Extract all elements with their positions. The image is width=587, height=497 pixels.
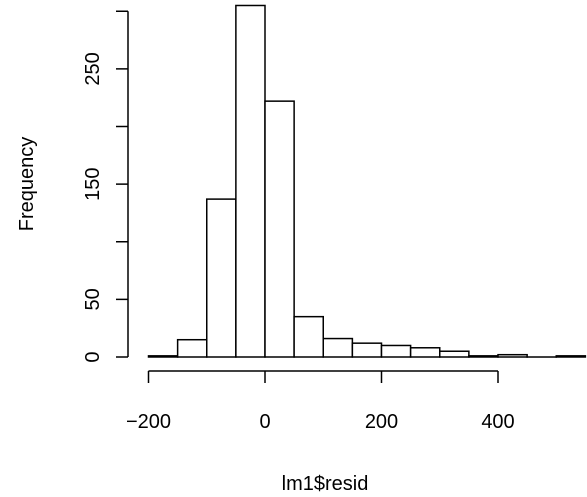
y-axis: 0 50 150 250 <box>82 10 129 363</box>
histogram-bar <box>264 100 295 358</box>
histogram-bar <box>322 337 354 358</box>
histogram-bar <box>468 355 499 358</box>
histogram-bar <box>351 342 383 358</box>
histogram-bar <box>235 4 266 358</box>
histogram-bar <box>293 315 324 358</box>
histogram-bar <box>409 347 441 358</box>
histogram-bar <box>555 355 587 358</box>
x-axis: −200 0 200 400 <box>126 370 515 433</box>
histogram-bar <box>176 338 208 358</box>
x-tick-label: 0 <box>259 411 270 433</box>
x-tick-label: 200 <box>365 411 398 433</box>
histogram-bar <box>206 198 237 358</box>
y-tick-label: 0 <box>82 351 104 362</box>
y-axis-label: Frequency <box>16 137 38 232</box>
bars-group <box>147 4 587 358</box>
x-axis-label: lm1$resid <box>282 473 369 495</box>
x-tick-label: −200 <box>126 411 171 433</box>
x-tick-label: 400 <box>481 411 514 433</box>
y-tick-label: 250 <box>82 52 104 85</box>
histogram-bar <box>147 355 179 358</box>
histogram-bar <box>497 353 528 358</box>
histogram-bar <box>380 344 412 358</box>
y-tick-label: 150 <box>82 167 104 200</box>
histogram-bar <box>439 350 470 358</box>
y-tick-label: 50 <box>82 288 104 310</box>
